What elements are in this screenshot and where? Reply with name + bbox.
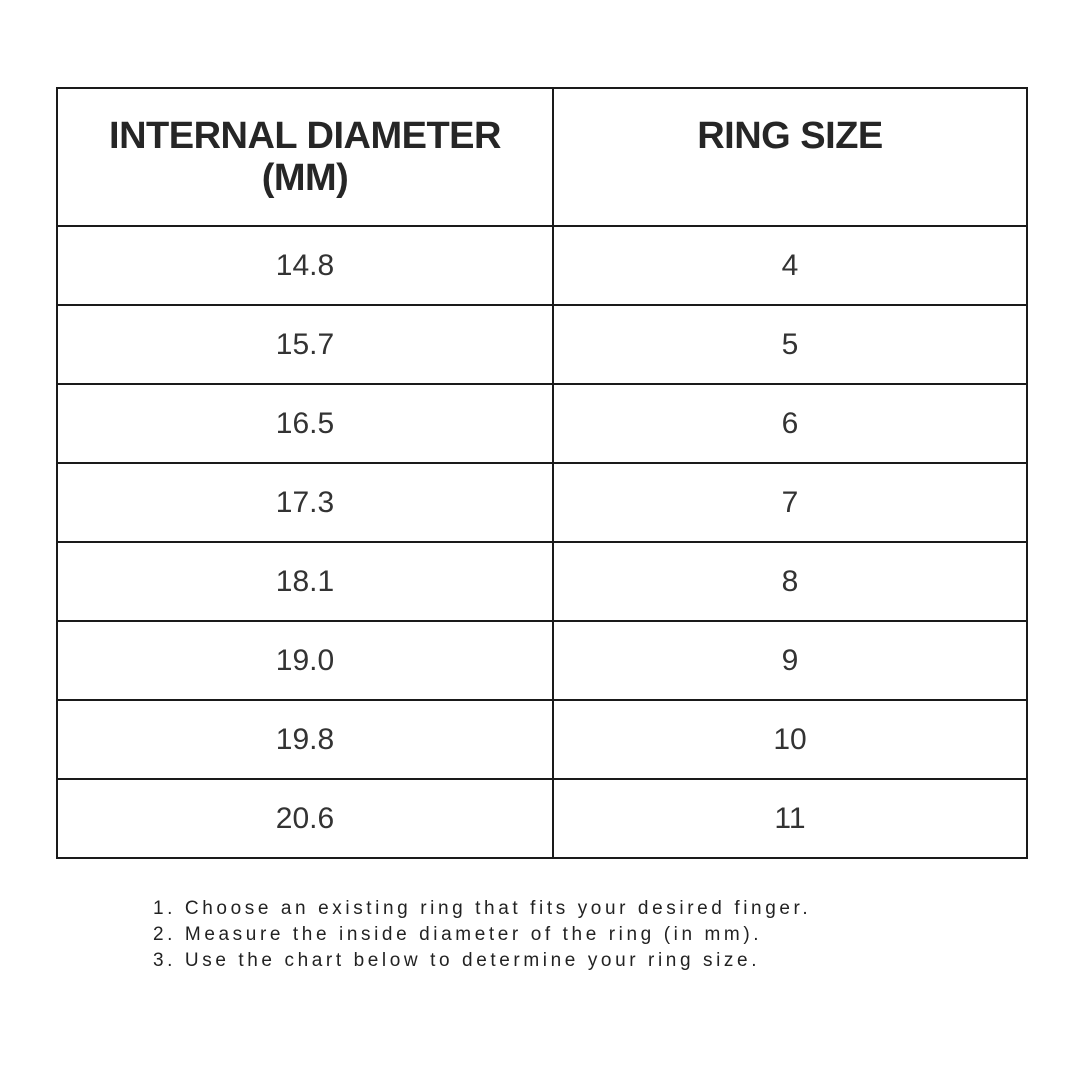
cell-internal-diameter: 19.0 xyxy=(56,620,554,701)
cell-internal-diameter: 17.3 xyxy=(56,462,554,543)
cell-ring-size: 6 xyxy=(552,383,1028,464)
cell-internal-diameter: 15.7 xyxy=(56,304,554,385)
cell-internal-diameter: 18.1 xyxy=(56,541,554,622)
table-row: 17.3 7 xyxy=(56,462,1028,543)
table-row: 19.0 9 xyxy=(56,620,1028,701)
table-row: 20.6 11 xyxy=(56,778,1028,859)
cell-internal-diameter: 20.6 xyxy=(56,778,554,859)
table-row: 18.1 8 xyxy=(56,541,1028,622)
cell-ring-size: 8 xyxy=(552,541,1028,622)
cell-ring-size: 5 xyxy=(552,304,1028,385)
header-row: INTERNAL DIAMETER (MM) RING SIZE xyxy=(56,87,1028,227)
cell-ring-size: 10 xyxy=(552,699,1028,780)
instruction-step-3: 3. Use the chart below to determine your… xyxy=(153,950,761,971)
cell-ring-size: 7 xyxy=(552,462,1028,543)
header-internal-diameter: INTERNAL DIAMETER (MM) xyxy=(56,87,554,227)
instruction-step-2: 2. Measure the inside diameter of the ri… xyxy=(153,924,763,945)
cell-internal-diameter: 19.8 xyxy=(56,699,554,780)
instructions: 1. Choose an existing ring that fits you… xyxy=(153,896,811,974)
cell-ring-size: 11 xyxy=(552,778,1028,859)
instruction-step-1: 1. Choose an existing ring that fits you… xyxy=(153,898,812,919)
cell-ring-size: 4 xyxy=(552,225,1028,306)
cell-internal-diameter: 16.5 xyxy=(56,383,554,464)
header-ring-size: RING SIZE xyxy=(552,87,1028,227)
table-row: 16.5 6 xyxy=(56,383,1028,464)
ring-size-table: INTERNAL DIAMETER (MM) RING SIZE 14.8 4 15… xyxy=(56,87,1028,859)
table-row: 19.8 10 xyxy=(56,699,1028,780)
table-row: 14.8 4 xyxy=(56,225,1028,306)
cell-ring-size: 9 xyxy=(552,620,1028,701)
table-row: 15.7 5 xyxy=(56,304,1028,385)
cell-internal-diameter: 14.8 xyxy=(56,225,554,306)
